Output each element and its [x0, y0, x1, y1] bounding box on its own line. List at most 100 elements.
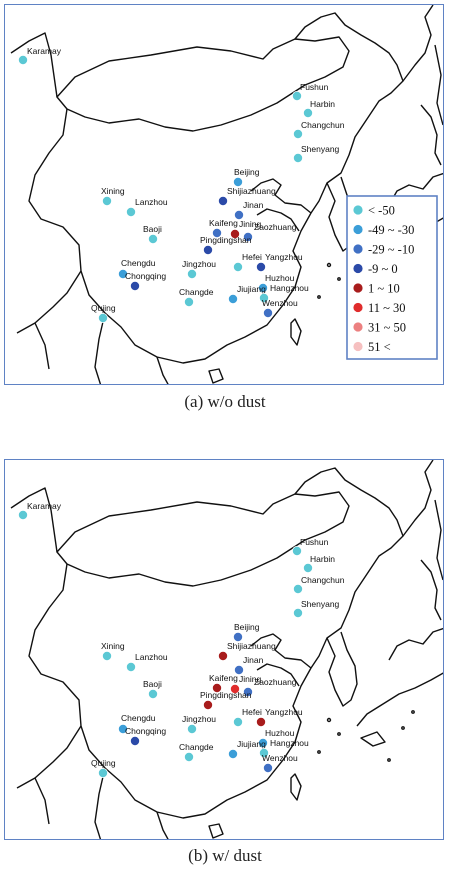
city-label-shenyang: Shenyang [301, 599, 340, 609]
map-panel-b: Karamay Fushun Harbin Changchun Shenyang Beij… [4, 459, 444, 840]
legend-label: 51 < [368, 340, 391, 354]
city-label-karamay: Karamay [27, 501, 62, 511]
city-marker-hangzhou [258, 747, 269, 758]
city-label-hangzhou: Hangzhou [270, 738, 309, 748]
city-marker-huzhou [257, 282, 268, 293]
city-label-huzhou: Huzhou [265, 728, 295, 738]
city-marker-chengdu [118, 268, 129, 279]
city-marker-xining [102, 195, 113, 206]
city-label-zaozhuang: Zaozhuang [254, 222, 297, 232]
city-label-xining: Xining [101, 641, 125, 651]
city-marker-shijiazhuang [217, 650, 228, 661]
map-panel-a: Karamay Fushun Harbin Changchun Shenyang Beij… [4, 4, 444, 385]
city-marker-yangzhou [255, 261, 266, 272]
city-label-chongqing: Chongqing [125, 271, 166, 281]
city-label-fushun: Fushun [300, 82, 329, 92]
city-marker-yangzhou [255, 716, 266, 727]
city-label-changde: Changde [179, 742, 214, 752]
city-marker-jining [229, 228, 240, 239]
city-label-shijiazhuang: Shijiazhuang [227, 186, 276, 196]
city-marker-wenzhou [262, 307, 273, 318]
legend-label: -29 ~ -10 [368, 243, 414, 257]
city-label-baoji: Baoji [143, 679, 162, 689]
legend-swatch [352, 282, 364, 294]
city-label-pingdingshan: Pingdingshan [200, 690, 252, 700]
city-marker-jingzhou [186, 723, 197, 734]
city-marker-karamay [17, 510, 28, 521]
city-marker-fushun [291, 546, 302, 557]
city-marker-shenyang [292, 607, 303, 618]
city-label-zaozhuang: Zaozhuang [254, 677, 297, 687]
legend-label: 1 ~ 10 [368, 282, 400, 296]
city-marker-changde [183, 751, 194, 762]
city-marker-baoji [147, 688, 158, 699]
city-marker-qujing [98, 312, 109, 323]
city-label-changchun: Changchun [301, 575, 345, 585]
city-label-harbin: Harbin [310, 554, 335, 564]
city-marker-hefei [232, 716, 243, 727]
city-label-changchun: Changchun [301, 120, 345, 130]
legend-label: -9 ~ 0 [368, 262, 398, 276]
city-label-yangzhou: Yangzhou [265, 252, 303, 262]
legend-swatch [352, 321, 364, 333]
city-label-jining: Jining [239, 674, 261, 684]
city-marker-jiujiang [227, 748, 238, 759]
city-marker-beijing [232, 176, 243, 187]
city-marker-changchun [292, 584, 303, 595]
map-a-svg: Karamay Fushun Harbin Changchun Shenyang Beij… [10, 5, 443, 384]
city-marker-changde [183, 296, 194, 307]
city-label-lanzhou: Lanzhou [135, 197, 168, 207]
city-label-wenzhou: Wenzhou [262, 753, 298, 763]
city-label-jiujiang: Jiujiang [237, 284, 266, 294]
city-marker-lanzhou [126, 206, 137, 217]
city-label-harbin: Harbin [310, 99, 335, 109]
city-label-shenyang: Shenyang [301, 144, 340, 154]
city-marker-harbin [302, 108, 313, 119]
city-marker-kaifeng [211, 227, 222, 238]
legend-swatch [352, 204, 364, 216]
land-outlines [10, 460, 443, 839]
city-label-hefei: Hefei [242, 707, 262, 717]
city-label-wenzhou: Wenzhou [262, 298, 298, 308]
city-label-baoji: Baoji [143, 224, 162, 234]
city-marker-shijiazhuang [217, 195, 228, 206]
city-label-yangzhou: Yangzhou [265, 707, 303, 717]
city-label-xining: Xining [101, 186, 125, 196]
city-marker-pingdingshan [202, 244, 213, 255]
city-marker-shenyang [292, 152, 303, 163]
city-label-kaifeng: Kaifeng [209, 218, 238, 228]
city-marker-jinan [233, 209, 244, 220]
city-label-jingzhou: Jingzhou [182, 714, 216, 724]
city-label-jiujiang: Jiujiang [237, 739, 266, 749]
city-label-kaifeng: Kaifeng [209, 673, 238, 683]
legend: < -50 -49 ~ -30 -29 ~ -10 -9 ~ 0 1 ~ 10 11 ~ … [346, 195, 438, 360]
city-label-qujing: Qujing [91, 758, 116, 768]
city-marker-changchun [292, 129, 303, 140]
city-label-jinan: Jinan [243, 200, 264, 210]
legend-label: 31 ~ 50 [368, 321, 406, 335]
map-b-svg: Karamay Fushun Harbin Changchun Shenyang Beij… [10, 460, 443, 839]
city-marker-fushun [291, 91, 302, 102]
city-label-beijing: Beijing [234, 622, 260, 632]
city-label-lanzhou: Lanzhou [135, 652, 168, 662]
city-marker-hefei [232, 261, 243, 272]
city-marker-qujing [98, 767, 109, 778]
city-marker-lanzhou [126, 661, 137, 672]
city-marker-jinan [233, 664, 244, 675]
city-marker-jingzhou [186, 268, 197, 279]
city-marker-jining [229, 683, 240, 694]
city-marker-hangzhou [258, 292, 269, 303]
legend-swatch [352, 224, 364, 235]
legend-swatch [352, 263, 364, 274]
city-marker-beijing [232, 631, 243, 642]
legend-label: < -50 [368, 204, 395, 218]
city-label-pingdingshan: Pingdingshan [200, 235, 252, 245]
city-marker-jiujiang [227, 293, 238, 304]
city-label-hefei: Hefei [242, 252, 262, 262]
city-marker-pingdingshan [202, 699, 213, 710]
legend-swatch [352, 302, 364, 313]
city-label-jinan: Jinan [243, 655, 264, 665]
city-marker-harbin [302, 563, 313, 574]
city-layer-a: Karamay Fushun Harbin Changchun Shenyang Beij… [17, 46, 345, 323]
city-label-jingzhou: Jingzhou [182, 259, 216, 269]
